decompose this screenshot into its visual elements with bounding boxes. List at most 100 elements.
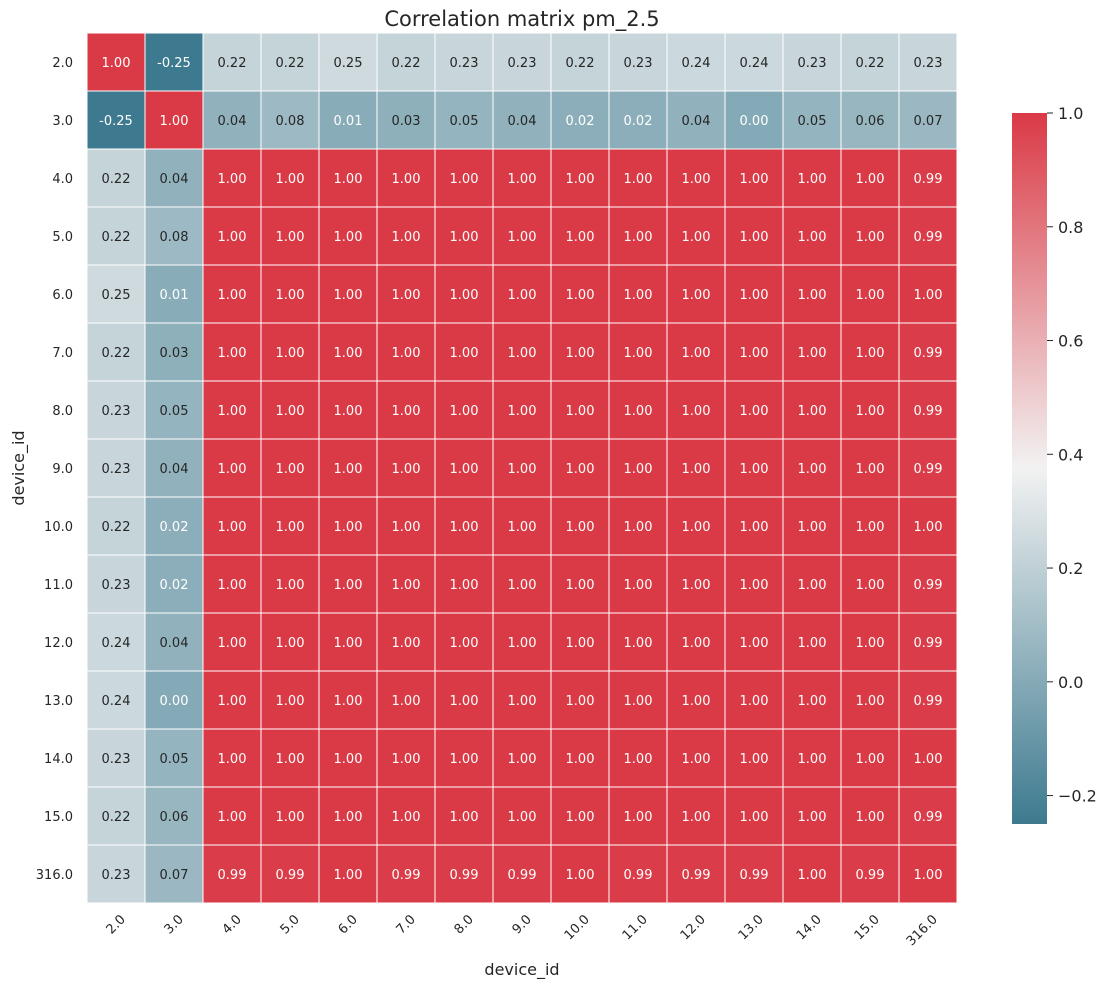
cell-value-label: 1.00: [508, 810, 537, 825]
cell-value-label: 1.00: [624, 346, 653, 361]
heatmap-cell: [144, 844, 204, 904]
heatmap-cell: [492, 670, 552, 730]
y-tick-label: 9.0: [52, 462, 73, 477]
x-axis-label: device_id: [484, 960, 559, 980]
heatmap-cell: [434, 786, 494, 846]
y-tick-label: 15.0: [44, 810, 73, 825]
cell-value-label: 0.01: [334, 114, 363, 129]
y-tick-label: 5.0: [52, 230, 73, 245]
cell-value-label: 1.00: [856, 172, 885, 187]
heatmap-cell: [434, 322, 494, 382]
y-tick-label: 3.0: [52, 114, 73, 129]
heatmap-cell: [840, 206, 900, 266]
cell-value-label: 1.00: [740, 694, 769, 709]
heatmap-cell: [724, 380, 784, 440]
heatmap-cell: [86, 264, 146, 324]
cell-value-label: 1.00: [450, 752, 479, 767]
cell-value-label: 1.00: [856, 752, 885, 767]
cell-value-label: 1.00: [160, 114, 189, 129]
cell-value-label: 1.00: [566, 346, 595, 361]
colorbar-tick-label: −0.2: [1058, 787, 1097, 806]
heatmap-cell: [840, 496, 900, 556]
cell-value-label: 0.25: [334, 56, 363, 71]
cell-value-label: 1.00: [508, 636, 537, 651]
x-tick-label: 4.0: [220, 912, 245, 937]
heatmap-cell: [86, 612, 146, 672]
cell-value-label: 1.00: [276, 636, 305, 651]
cell-value-label: 1.00: [392, 404, 421, 419]
heatmap-cell: [376, 90, 436, 150]
y-tick-label: 10.0: [44, 520, 73, 535]
cell-value-label: 0.23: [624, 56, 653, 71]
cell-value-label: 1.00: [334, 288, 363, 303]
cell-value-label: 0.23: [450, 56, 479, 71]
cell-value-label: 1.00: [624, 520, 653, 535]
cell-value-label: 0.24: [102, 636, 131, 651]
heatmap-cell: [724, 496, 784, 556]
heatmap-cell: [260, 90, 320, 150]
cell-value-label: 0.99: [914, 694, 943, 709]
cell-value-label: 1.00: [334, 172, 363, 187]
cell-value-label: 1.00: [740, 578, 769, 593]
y-tick-label: 4.0: [52, 172, 73, 187]
heatmap-cell: [840, 264, 900, 324]
cell-value-label: -0.25: [157, 56, 191, 71]
heatmap-cell: [782, 380, 842, 440]
cell-value-label: 0.23: [102, 868, 131, 883]
cell-value-label: 0.99: [682, 868, 711, 883]
heatmap-cell: [898, 612, 958, 672]
cell-value-label: 1.00: [276, 404, 305, 419]
heatmap-cell: [550, 380, 610, 440]
cell-value-label: 1.00: [334, 752, 363, 767]
cell-value-label: 0.04: [218, 114, 247, 129]
cell-value-label: 1.00: [450, 346, 479, 361]
heatmap-cell: [550, 148, 610, 208]
cell-value-label: 1.00: [392, 346, 421, 361]
cell-value-label: 1.00: [276, 694, 305, 709]
heatmap-cell: [144, 322, 204, 382]
heatmap-cell: [492, 206, 552, 266]
cell-value-label: 1.00: [334, 404, 363, 419]
cell-value-label: 0.99: [856, 868, 885, 883]
heatmap-cell: [318, 612, 378, 672]
y-tick-label: 316.0: [36, 868, 73, 883]
heatmap-cell: [608, 90, 668, 150]
cell-value-label: 1.00: [856, 404, 885, 419]
cell-value-label: 0.22: [218, 56, 247, 71]
heatmap-cell: [724, 32, 784, 92]
heatmap-cell: [840, 554, 900, 614]
cell-value-label: 1.00: [508, 230, 537, 245]
colorbar-tick-label: 0.2: [1058, 559, 1083, 578]
heatmap-cell: [782, 264, 842, 324]
heatmap-cell: [260, 496, 320, 556]
cell-value-label: 1.00: [682, 172, 711, 187]
heatmap-cell: [144, 612, 204, 672]
cell-value-label: 1.00: [798, 810, 827, 825]
cell-value-label: 1.00: [392, 462, 421, 477]
heatmap-cell: [840, 32, 900, 92]
cell-value-label: 0.24: [682, 56, 711, 71]
cell-value-label: 1.00: [624, 172, 653, 187]
cell-value-label: 1.00: [856, 288, 885, 303]
colorbar-ticks: −0.2 0.0 0.2 0.4 0.6 0.8 1.0: [1047, 104, 1097, 806]
cell-value-label: 0.23: [102, 752, 131, 767]
colorbar-tick-label: 0.4: [1058, 445, 1083, 464]
heatmap-cell: [840, 612, 900, 672]
x-tick-label: 14.0: [794, 912, 825, 943]
heatmap-cell: [492, 844, 552, 904]
cell-value-label: 1.00: [566, 230, 595, 245]
x-tick-labels: 2.0 3.0 4.0 5.0 6.0 7.0 8.0 9.0 10.0 11.0 12.0 13.0…: [104, 912, 941, 949]
heatmap-cell: [376, 148, 436, 208]
heatmap-cell: [260, 554, 320, 614]
cell-value-label: 1.00: [392, 520, 421, 535]
cell-value-label: 1.00: [508, 694, 537, 709]
heatmap-cell: [898, 844, 958, 904]
heatmap-cell: [782, 728, 842, 788]
cell-value-label: 1.00: [276, 578, 305, 593]
cell-value-label: 1.00: [218, 172, 247, 187]
cell-value-label: 1.00: [566, 462, 595, 477]
cell-value-label: 0.23: [798, 56, 827, 71]
cell-value-label: 1.00: [508, 578, 537, 593]
cell-value-label: 0.22: [102, 520, 131, 535]
cell-value-label: 0.23: [102, 578, 131, 593]
